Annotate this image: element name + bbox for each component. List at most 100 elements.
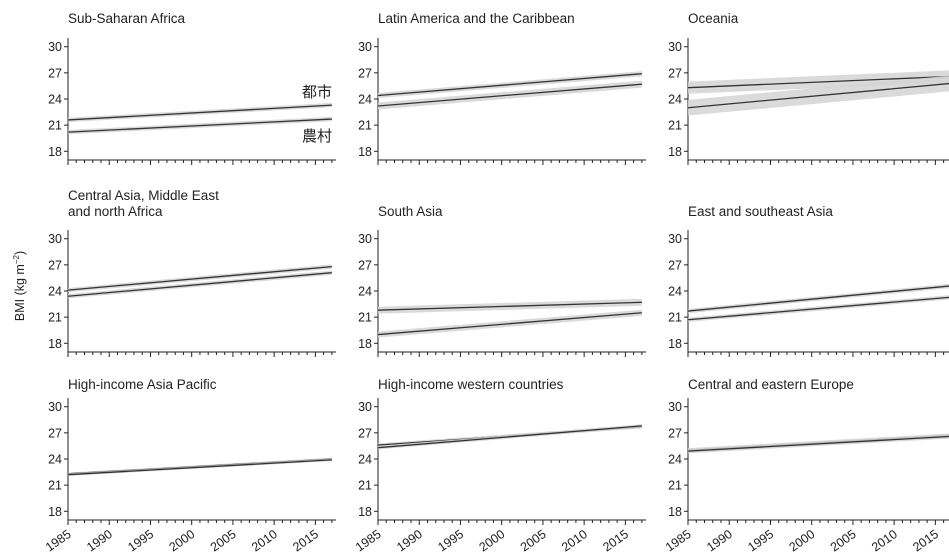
y-tick-label: 24	[48, 285, 62, 299]
y-tick-label: 21	[48, 479, 62, 493]
x-tick-label: 1990	[84, 527, 115, 553]
y-tick-label: 21	[48, 311, 62, 325]
y-tick-label: 27	[48, 258, 62, 272]
x-tick-label: 2000	[787, 527, 818, 553]
series-line-urban	[67, 265, 332, 291]
panel-8: High-income western countries 18 21 24 27 30 1…	[353, 377, 646, 553]
series-line-rural	[67, 118, 332, 133]
series-line-urban	[687, 75, 949, 89]
x-tick-label: 1990	[704, 527, 735, 553]
y-tick-label: 18	[48, 505, 62, 519]
y-tick-label: 24	[358, 93, 372, 107]
x-tick-label: 2010	[249, 527, 280, 553]
y-axis-label: BMI (kg m−2)	[12, 251, 27, 321]
series-line-rural	[377, 83, 642, 107]
series-line-urban	[687, 285, 949, 312]
series-line-urban	[377, 73, 642, 97]
panel-title: South Asia	[378, 204, 443, 219]
series-line-urban	[67, 104, 332, 121]
y-tick-label: 27	[668, 258, 682, 272]
series-line-rural	[377, 312, 642, 336]
x-tick-label: 1995	[435, 527, 466, 553]
panel-title: Central and eastern Europe	[688, 377, 854, 392]
y-tick-label: 30	[358, 232, 372, 246]
y-tick-label: 21	[668, 311, 682, 325]
x-tick-label: 2005	[208, 527, 239, 553]
series-line-rural	[67, 459, 332, 476]
y-tick-label: 18	[358, 505, 372, 519]
panel-title: Oceania	[688, 11, 739, 26]
y-tick-label: 30	[358, 400, 372, 414]
y-tick-label: 18	[668, 145, 682, 159]
y-tick-label: 21	[358, 479, 372, 493]
x-tick-label: 2000	[167, 527, 198, 553]
series-line-rural	[687, 435, 949, 452]
annotation-urban: 都市	[302, 83, 332, 101]
series-line-rural	[687, 82, 949, 109]
y-tick-label: 24	[668, 453, 682, 467]
y-tick-label: 21	[358, 119, 372, 133]
series-line-urban	[377, 301, 642, 311]
panel-title: Central Asia, Middle East	[68, 188, 219, 203]
x-tick-label: 1985	[663, 527, 694, 553]
series-line-rural	[377, 425, 642, 449]
y-tick-label: 30	[668, 40, 682, 54]
y-tick-label: 27	[668, 426, 682, 440]
x-tick-label: 1985	[353, 527, 384, 553]
y-tick-label: 24	[358, 453, 372, 467]
y-tick-label: 24	[668, 285, 682, 299]
panel-title: Latin America and the Caribbean	[378, 11, 575, 26]
annotation-rural: 農村	[302, 127, 332, 145]
series-line-rural	[67, 272, 332, 297]
y-tick-label: 18	[668, 337, 682, 351]
panel-title: High-income Asia Pacific	[68, 377, 217, 392]
y-tick-label: 24	[358, 285, 372, 299]
y-tick-label: 24	[48, 93, 62, 107]
y-tick-label: 27	[48, 426, 62, 440]
x-tick-label: 2015	[290, 527, 321, 553]
y-tick-label: 30	[48, 232, 62, 246]
panel-2: Latin America and the Caribbean 18 21 24 27 3…	[358, 11, 646, 165]
panel-title: Sub-Saharan Africa	[68, 11, 186, 26]
x-tick-label: 2010	[869, 527, 900, 553]
panel-6: East and southeast Asia 18 21 24 27 30	[668, 204, 949, 357]
y-tick-label: 30	[668, 400, 682, 414]
y-tick-label: 21	[668, 119, 682, 133]
series-line-rural	[687, 296, 949, 321]
x-tick-label: 1995	[745, 527, 776, 553]
x-tick-label: 2015	[910, 527, 941, 553]
y-tick-label: 27	[358, 426, 372, 440]
y-tick-label: 21	[668, 479, 682, 493]
panel-5: South Asia 18 21 24 27 30	[358, 204, 646, 357]
y-tick-label: 30	[668, 232, 682, 246]
x-tick-label: 2005	[518, 527, 549, 553]
y-tick-label: 30	[48, 400, 62, 414]
y-tick-label: 18	[48, 145, 62, 159]
y-tick-label: 21	[48, 119, 62, 133]
y-tick-label: 18	[668, 505, 682, 519]
panel-title: East and southeast Asia	[688, 204, 833, 219]
y-tick-label: 18	[48, 337, 62, 351]
y-tick-label: 27	[358, 258, 372, 272]
y-tick-label: 30	[358, 40, 372, 54]
y-tick-label: 18	[358, 145, 372, 159]
y-tick-label: 27	[48, 66, 62, 80]
x-tick-label: 2010	[559, 527, 590, 553]
y-tick-label: 24	[668, 93, 682, 107]
panel-title: High-income western countries	[378, 377, 564, 392]
x-tick-label: 1990	[394, 527, 425, 553]
x-tick-label: 2015	[600, 527, 631, 553]
panel-9: Central and eastern Europe 18 21 24 27 30 1985…	[663, 377, 949, 553]
y-tick-label: 30	[48, 40, 62, 54]
panel-7: High-income Asia Pacific 18 21 24 27 30 1985 19…	[43, 377, 336, 553]
y-tick-label: 24	[48, 453, 62, 467]
y-tick-label: 21	[358, 311, 372, 325]
panel-title: and north Africa	[68, 204, 163, 219]
panel-3: Oceania 18 21 24 27 30	[668, 11, 949, 165]
y-tick-label: 27	[358, 66, 372, 80]
x-tick-label: 2000	[477, 527, 508, 553]
